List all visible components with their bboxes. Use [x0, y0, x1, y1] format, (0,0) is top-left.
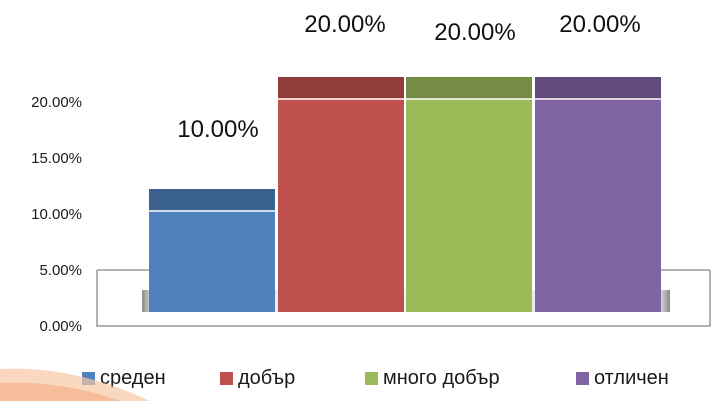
plot-border — [96, 270, 711, 327]
data-label: 10.00% — [177, 116, 258, 143]
legend-swatch-otlichen — [576, 372, 589, 385]
y-tick-label: 0.00% — [39, 318, 82, 335]
bar-3 — [406, 77, 532, 312]
legend-label-mnogo-dobar: много добър — [383, 367, 500, 389]
bar-body — [278, 77, 404, 312]
legend-swatch-mnogo-dobar — [365, 372, 378, 385]
y-axis: 0.00% 5.00% 10.00% 15.00% 20.00% — [31, 94, 82, 335]
data-label: 20.00% — [304, 11, 385, 38]
y-tick-label: 10.00% — [31, 206, 82, 223]
bar-1 — [149, 189, 275, 312]
bar-cap — [278, 77, 404, 99]
data-label: 20.00% — [434, 19, 515, 46]
bar-2 — [278, 77, 404, 312]
bars — [149, 77, 661, 312]
bar-chart: 0.00% 5.00% 10.00% 15.00% 20.00% 10.00% 20.00… — [31, 11, 711, 335]
legend-swatch-sreden — [82, 372, 95, 385]
y-tick-label: 15.00% — [31, 150, 82, 167]
legend-item-sreden: среден — [82, 367, 166, 390]
data-labels: 10.00% 20.00% 20.00% 20.00% — [177, 11, 640, 143]
legend-label-dobar: добър — [238, 367, 296, 389]
legend-item-otlichen: отличен — [576, 367, 669, 390]
bar-cap — [149, 189, 275, 211]
legend-item-dobar: добър — [220, 367, 295, 390]
legend-item-mnogo-dobar: много добър — [365, 367, 500, 390]
y-tick-label: 20.00% — [31, 94, 82, 111]
legend-swatch-dobar — [220, 372, 233, 385]
legend-label-otlichen: отличен — [594, 367, 669, 389]
legend-label-sreden: среден — [100, 367, 166, 389]
bar-4 — [535, 77, 661, 312]
bar-body — [535, 77, 661, 312]
data-label: 20.00% — [559, 11, 640, 38]
bar-body — [406, 77, 532, 312]
bar-cap — [535, 77, 661, 99]
bar-cap — [406, 77, 532, 99]
legend: среден добър много добър отличен — [0, 367, 711, 397]
y-tick-label: 5.00% — [39, 262, 82, 279]
